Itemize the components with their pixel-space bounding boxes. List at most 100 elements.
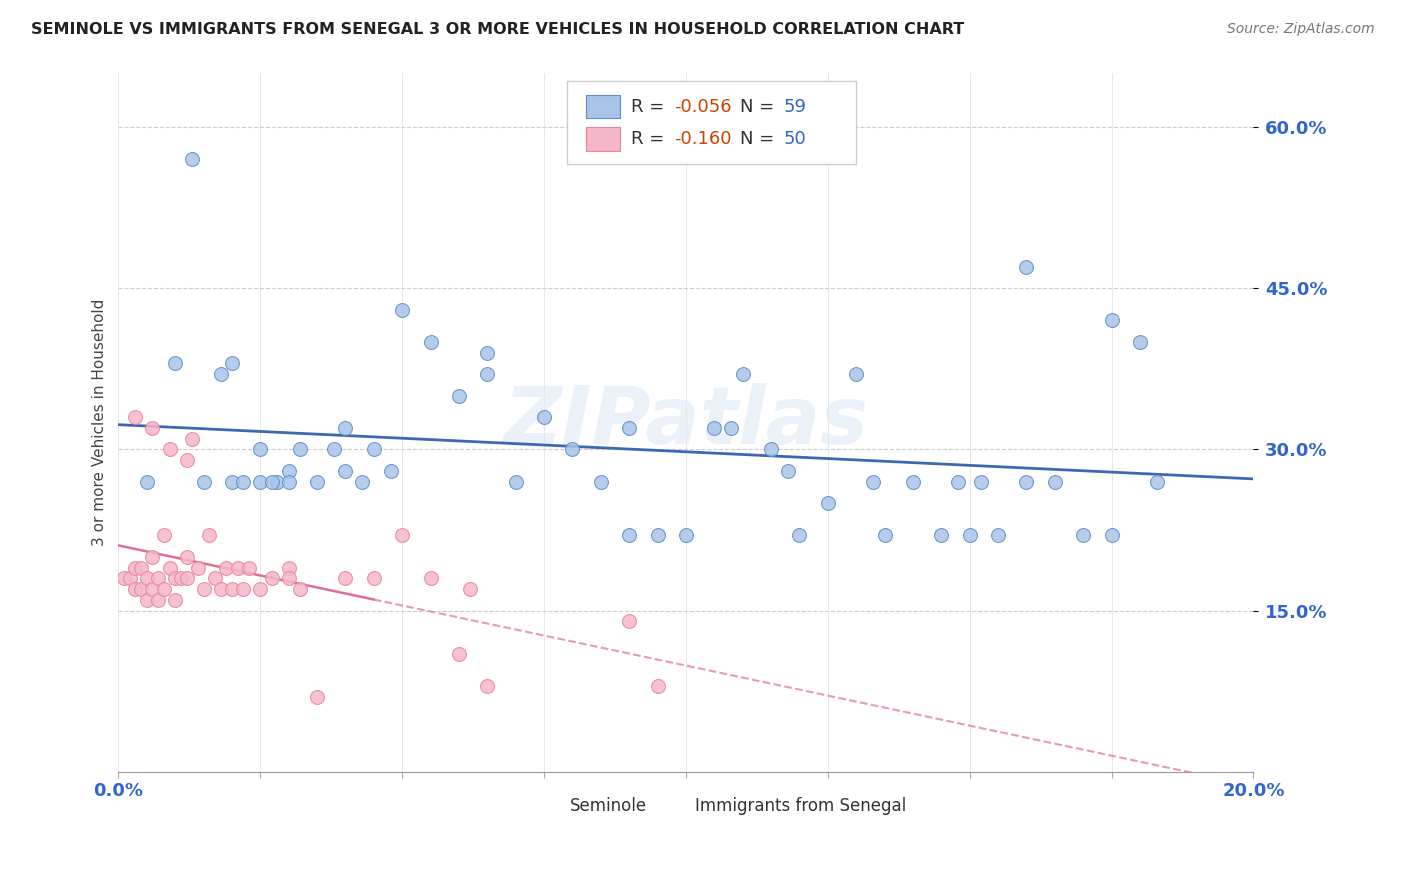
Point (165, 592, 187, 607)
Point (249, 475, 271, 489)
Point (288, 582, 311, 596)
Point (124, 582, 146, 596)
Point (447, 647, 470, 661)
Text: R =: R = (631, 129, 671, 148)
Point (165, 356, 187, 370)
Point (987, 528, 1010, 542)
Point (307, 475, 329, 489)
Point (141, 421, 163, 435)
Text: R =: R = (631, 97, 671, 116)
Point (204, 571, 226, 585)
Text: SEMINOLE VS IMMIGRANTS FROM SENEGAL 3 OR MORE VEHICLES IN HOUSEHOLD CORRELATION : SEMINOLE VS IMMIGRANTS FROM SENEGAL 3 OR… (31, 22, 965, 37)
Point (238, 560, 260, 574)
Point (215, 560, 238, 574)
Point (759, 442, 782, 457)
Point (1043, 475, 1066, 489)
Point (181, 432, 204, 446)
Point (617, 528, 640, 542)
Point (419, 334, 441, 349)
Point (929, 528, 952, 542)
Point (209, 582, 232, 596)
Point (533, 410, 555, 425)
Text: 50: 50 (783, 129, 806, 148)
Point (970, 475, 993, 489)
Point (959, 528, 981, 542)
Point (176, 549, 198, 564)
Point (124, 560, 146, 574)
Text: N =: N = (741, 97, 780, 116)
Point (165, 571, 187, 585)
Point (778, 464, 800, 478)
Y-axis label: 3 or more Vehicles in Household: 3 or more Vehicles in Household (93, 299, 107, 546)
Point (675, 528, 697, 542)
Point (335, 464, 357, 478)
Point (198, 528, 221, 542)
Point (817, 496, 839, 510)
Point (589, 475, 612, 489)
Point (352, 475, 374, 489)
FancyBboxPatch shape (567, 81, 856, 164)
Point (1015, 475, 1038, 489)
Point (141, 549, 163, 564)
Point (948, 475, 970, 489)
Text: -0.160: -0.160 (675, 129, 733, 148)
Point (112, 571, 135, 585)
Point (249, 442, 271, 457)
Point (1146, 475, 1168, 489)
Point (193, 475, 215, 489)
Bar (538, 798, 564, 814)
Point (335, 421, 357, 435)
Point (1101, 313, 1123, 327)
Text: N =: N = (741, 129, 780, 148)
Text: -0.056: -0.056 (675, 97, 733, 116)
Point (181, 152, 204, 166)
Bar (586, 95, 620, 119)
Point (170, 571, 193, 585)
Point (789, 528, 811, 542)
Point (617, 615, 640, 629)
Point (232, 582, 254, 596)
Point (307, 690, 329, 704)
Point (323, 442, 346, 457)
Point (391, 302, 413, 317)
Text: Immigrants from Senegal: Immigrants from Senegal (695, 797, 907, 815)
Point (146, 571, 169, 585)
Point (277, 571, 299, 585)
Point (419, 571, 441, 585)
Point (146, 592, 169, 607)
Point (731, 367, 754, 381)
Point (129, 560, 152, 574)
Point (862, 475, 884, 489)
Point (703, 421, 725, 435)
Point (193, 582, 215, 596)
Point (1071, 528, 1094, 542)
Point (118, 571, 141, 585)
Point (277, 475, 299, 489)
Point (129, 582, 152, 596)
Text: Seminole: Seminole (571, 797, 647, 815)
Point (288, 442, 311, 457)
Point (135, 475, 157, 489)
Point (458, 582, 481, 596)
Point (176, 571, 198, 585)
Point (266, 475, 288, 489)
Point (477, 679, 499, 693)
Point (226, 560, 249, 574)
Point (221, 356, 243, 370)
Point (447, 388, 470, 402)
Point (845, 367, 868, 381)
Point (221, 582, 243, 596)
Point (720, 421, 742, 435)
Point (176, 453, 198, 467)
Point (1101, 528, 1123, 542)
Point (647, 528, 669, 542)
Point (249, 582, 271, 596)
Point (1129, 334, 1152, 349)
Point (260, 475, 283, 489)
Point (477, 367, 499, 381)
Point (159, 442, 181, 457)
Bar (586, 127, 620, 151)
Text: ZIPatlas: ZIPatlas (503, 384, 869, 461)
Point (135, 571, 157, 585)
Point (260, 571, 283, 585)
